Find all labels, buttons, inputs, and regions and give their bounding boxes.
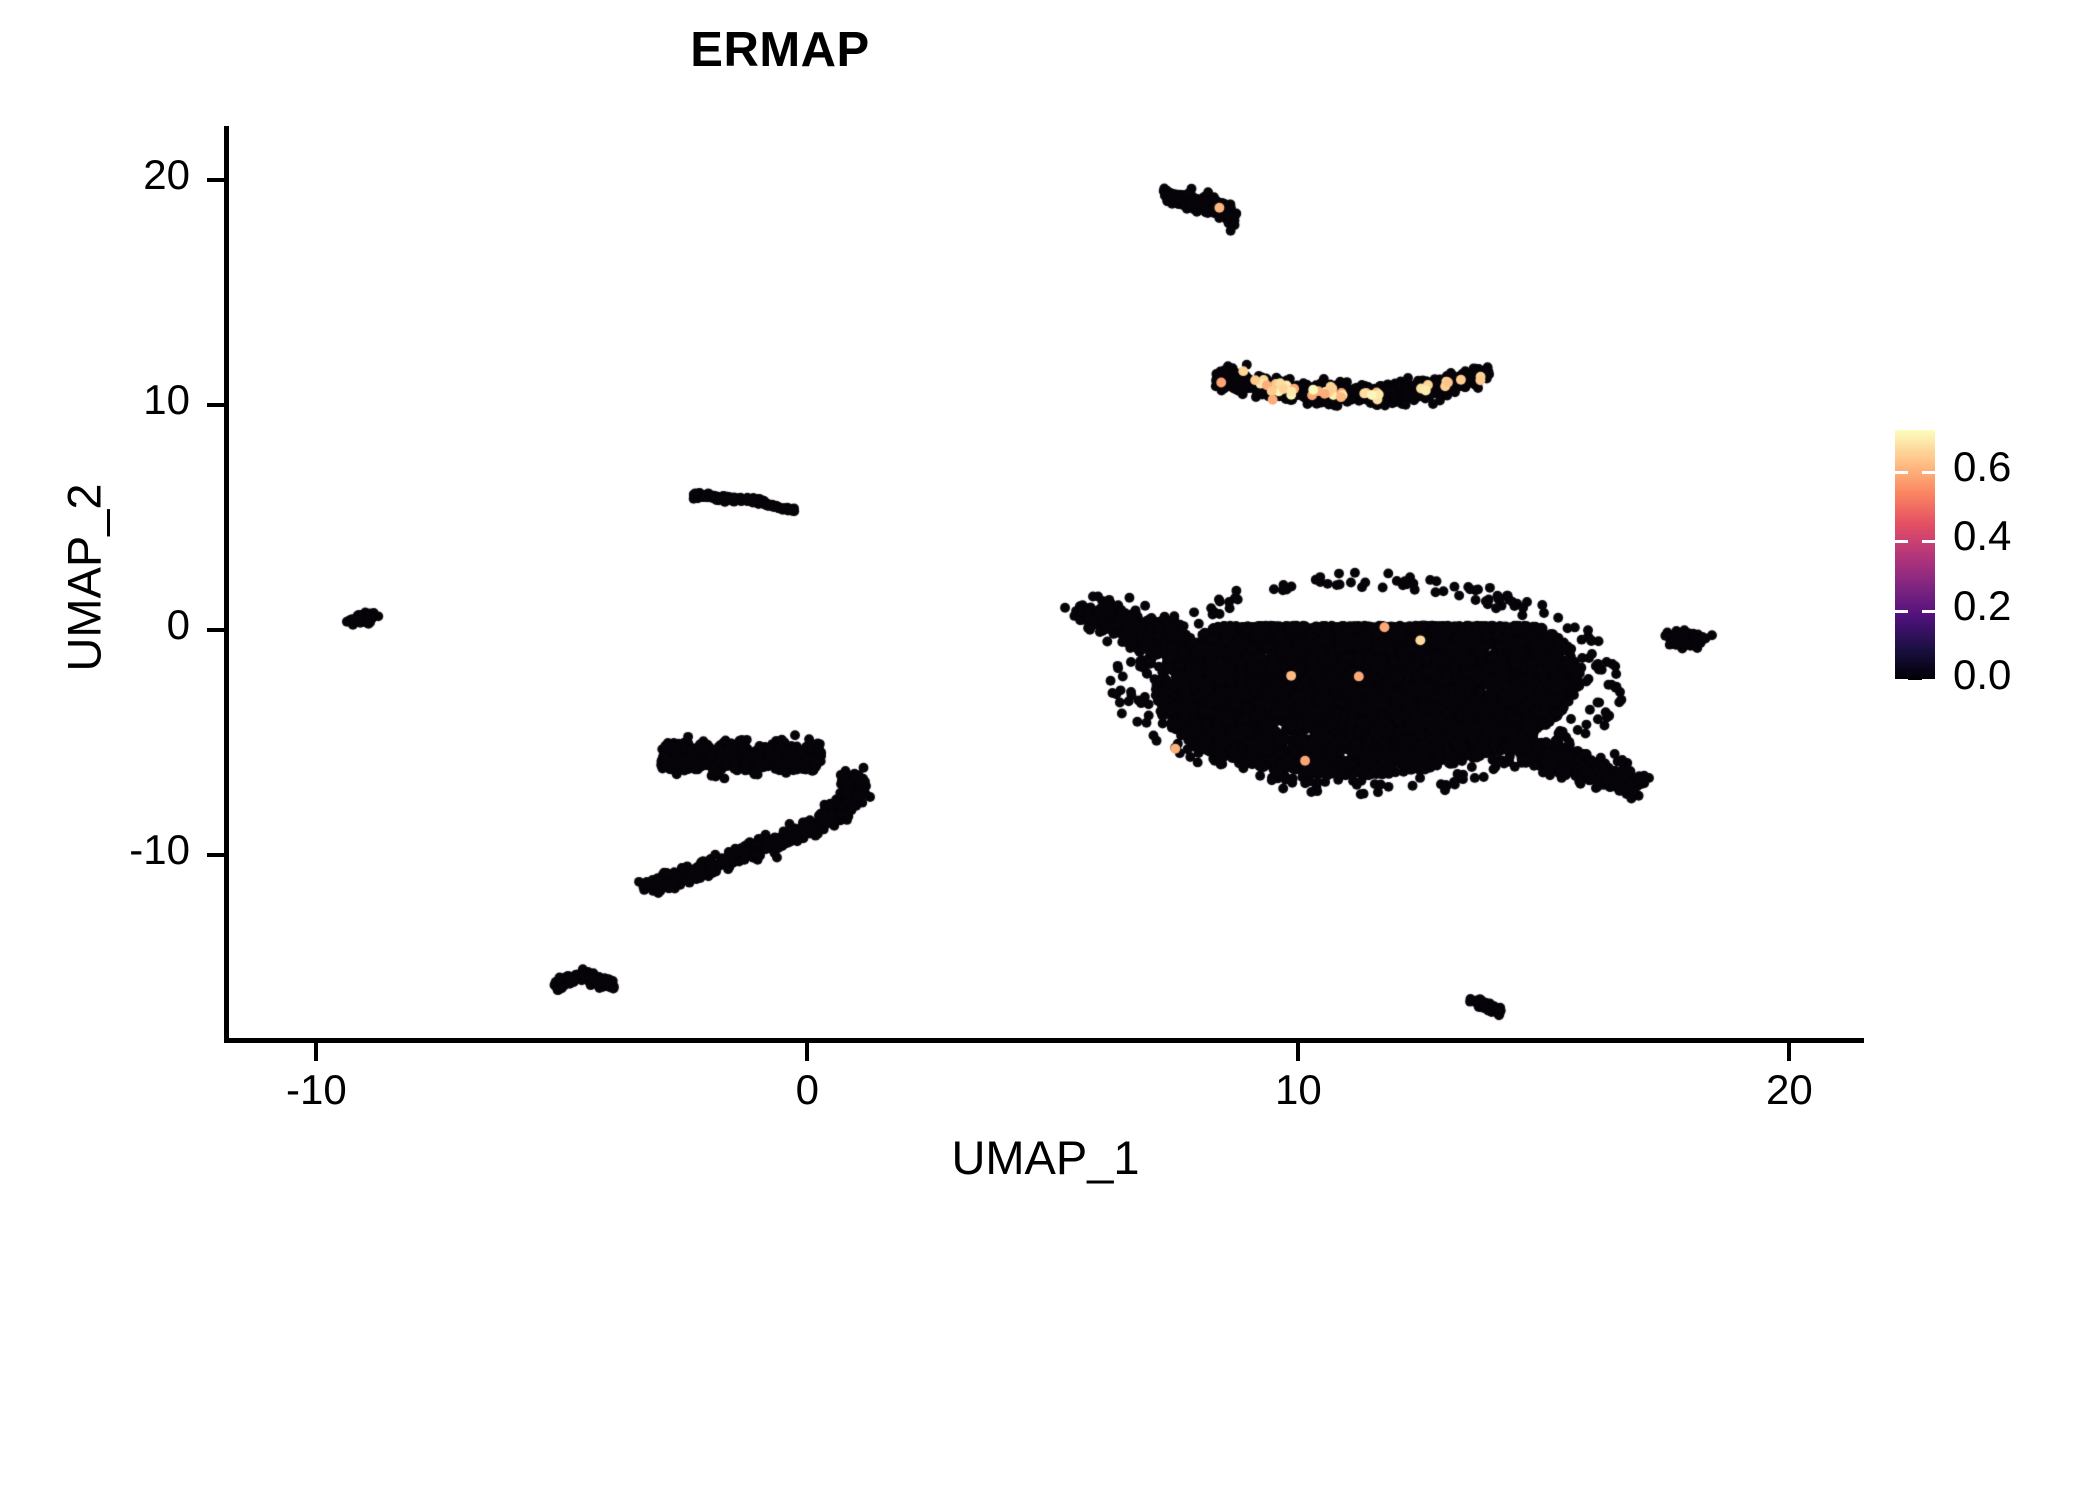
x-tick-mark (1787, 1043, 1792, 1061)
y-tick-label: -10 (129, 826, 190, 874)
colorbar-tick-label: 0.2 (1953, 581, 2012, 629)
y-tick-label: 0 (166, 601, 190, 649)
x-tick-label: -10 (286, 1066, 347, 1113)
x-axis-spine (224, 1038, 1864, 1043)
y-axis-spine (224, 126, 229, 1042)
x-tick-mark (805, 1043, 810, 1061)
colorbar-tick-mark (1895, 540, 1908, 544)
colorbar-tick-mark (1922, 540, 1935, 544)
colorbar-tick-mark (1895, 679, 1908, 682)
colorbar-tick-mark (1922, 609, 1935, 613)
colorbar-legend[interactable]: 0.6 0.4 0.2 0.0 (1895, 430, 2085, 698)
colorbar-tick-mark (1895, 470, 1908, 474)
colorbar-tick-label: 0.4 (1953, 512, 2012, 560)
x-tick-mark (314, 1043, 319, 1061)
scatter-plot-panel[interactable] (228, 128, 1863, 1040)
scatter-points-canvas (228, 128, 1863, 1040)
x-axis-title: UMAP_1 (951, 1131, 1140, 1184)
colorbar-gradient (1895, 430, 1935, 680)
y-tick-mark (207, 853, 225, 858)
x-tick-label: 20 (1765, 1066, 1813, 1113)
x-tick-label: 10 (1275, 1066, 1322, 1113)
y-tick-mark (207, 177, 225, 182)
colorbar-tick-label: 0.6 (1953, 442, 2012, 490)
y-tick-label: 20 (143, 150, 190, 198)
y-tick-label: 10 (143, 375, 190, 423)
x-tick-label: 0 (795, 1066, 820, 1113)
page-title: ERMAP (690, 23, 870, 77)
y-tick-mark (207, 402, 225, 407)
x-tick-mark (1296, 1043, 1301, 1061)
colorbar-tick-mark (1922, 470, 1935, 474)
colorbar-tick-mark (1895, 609, 1908, 613)
y-tick-mark (207, 628, 225, 633)
colorbar-tick-label: 0.0 (1953, 651, 2012, 698)
y-axis-title: UMAP_2 (57, 483, 111, 672)
colorbar-tick-mark (1922, 679, 1935, 682)
